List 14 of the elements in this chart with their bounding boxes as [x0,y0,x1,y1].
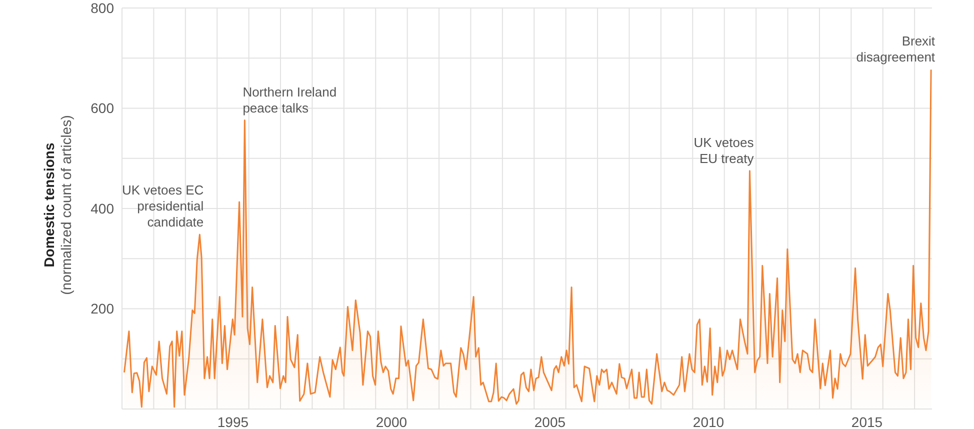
y-axis-title: Domestic tensions (normalized count of articles) [41,115,75,295]
annotation: Brexit disagreement [856,34,936,65]
y-tick-label: 600 [90,100,114,116]
x-tick-label: 2015 [851,414,883,429]
x-tick-label: 1995 [217,414,249,429]
annotation: UK vetoes EC presidential candidate [122,182,204,230]
x-tick-label: 2000 [376,414,408,429]
y-tick-label: 800 [90,0,114,16]
annotation: Northern Ireland peace talks [242,84,337,116]
y-tick-label: 200 [90,300,114,317]
annotation: UK vetoes EU treaty [694,134,754,166]
y-tick-label: 400 [90,200,114,216]
x-tick-label: 2005 [534,414,566,429]
x-tick-label: 2010 [692,414,724,429]
